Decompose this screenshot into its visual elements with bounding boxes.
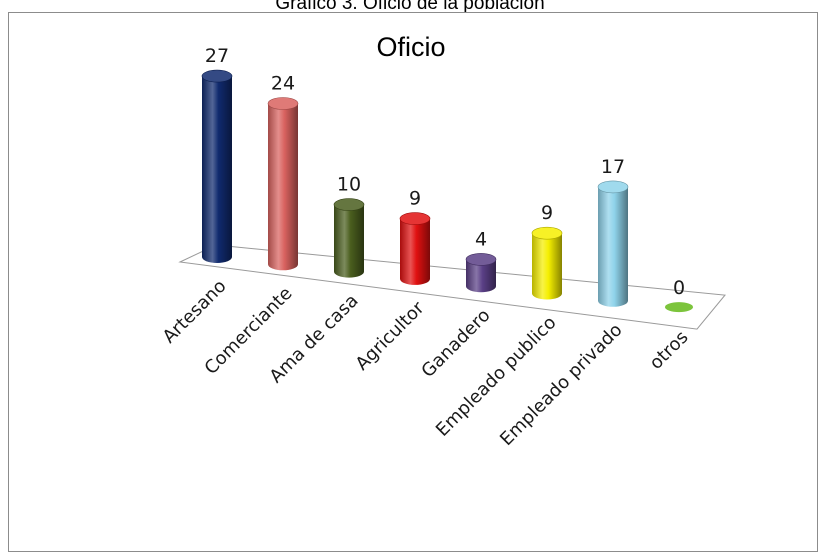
bar-top-ama-de-casa [333, 198, 365, 211]
value-label-ama-de-casa: 10 [337, 174, 361, 196]
category-label-ganadero: Ganadero [418, 305, 495, 382]
bar-body-artesano [202, 76, 232, 263]
chart-caption: Grafico 3. Oficio de la poblacion [275, 0, 545, 14]
bar-body-ganadero [466, 259, 496, 293]
bar-agricultor [399, 212, 431, 285]
bar-body-empleado-privado [598, 186, 628, 307]
category-label-artesano: Artesano [159, 276, 231, 348]
value-labels-group: 27 24 10 9 4 9 17 0 [205, 45, 685, 299]
bar-ganadero [465, 253, 497, 293]
category-label-empleado-privado: Empleado privado [496, 319, 626, 449]
bar-body-ama-de-casa [334, 204, 364, 278]
chart-title: Oficio [376, 32, 445, 62]
bar-artesano [201, 69, 233, 263]
category-label-otros: otros [646, 327, 693, 374]
bar-empleado-publico [531, 226, 563, 300]
bar-top-agricultor [399, 212, 431, 225]
bar-top-otros [665, 302, 693, 313]
value-label-empleado-privado: 17 [601, 156, 625, 178]
bar-ama-de-casa [333, 198, 365, 278]
category-label-agricultor: Agricultor [352, 297, 429, 374]
value-label-ganadero: 4 [475, 228, 487, 250]
category-label-empleado-publico: Empleado publico [432, 312, 561, 441]
bars-group [201, 69, 693, 313]
bar-top-empleado-publico [531, 226, 563, 240]
bar-comerciante [267, 97, 299, 271]
bar-empleado-privado [597, 180, 629, 307]
bar-otros [665, 302, 693, 313]
value-label-comerciante: 24 [271, 73, 295, 95]
bar-top-empleado-privado [597, 180, 629, 194]
bar-body-empleado-publico [532, 233, 562, 300]
bar-top-ganadero [465, 253, 497, 266]
value-label-artesano: 27 [205, 45, 229, 67]
value-label-agricultor: 9 [409, 188, 421, 210]
bar-body-comerciante [268, 103, 298, 271]
bar-body-agricultor [400, 218, 430, 285]
bar-top-artesano [201, 69, 233, 83]
value-label-otros: 0 [673, 277, 685, 299]
bar-top-comerciante [267, 97, 299, 110]
value-label-empleado-publico: 9 [541, 202, 553, 224]
